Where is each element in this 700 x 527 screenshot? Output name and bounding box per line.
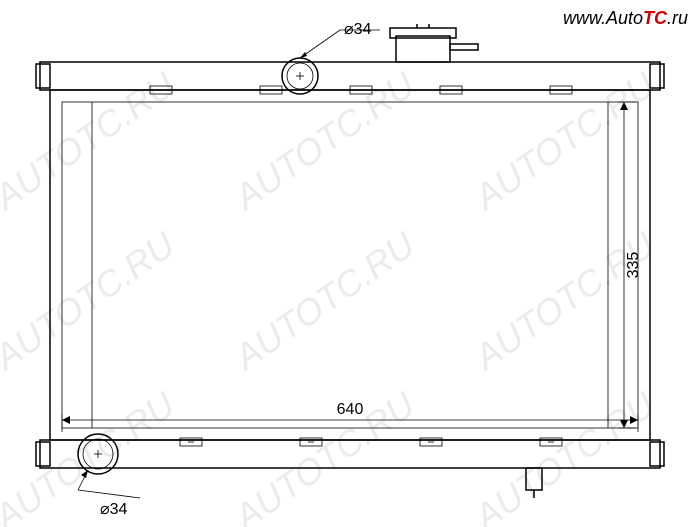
- svg-text:640: 640: [337, 401, 364, 418]
- svg-text:⌀34: ⌀34: [100, 501, 128, 518]
- svg-text:⌀34: ⌀34: [344, 21, 372, 38]
- radiator-drawing: 640 335 ⌀34 ⌀34: [0, 0, 700, 527]
- svg-text:335: 335: [625, 252, 642, 279]
